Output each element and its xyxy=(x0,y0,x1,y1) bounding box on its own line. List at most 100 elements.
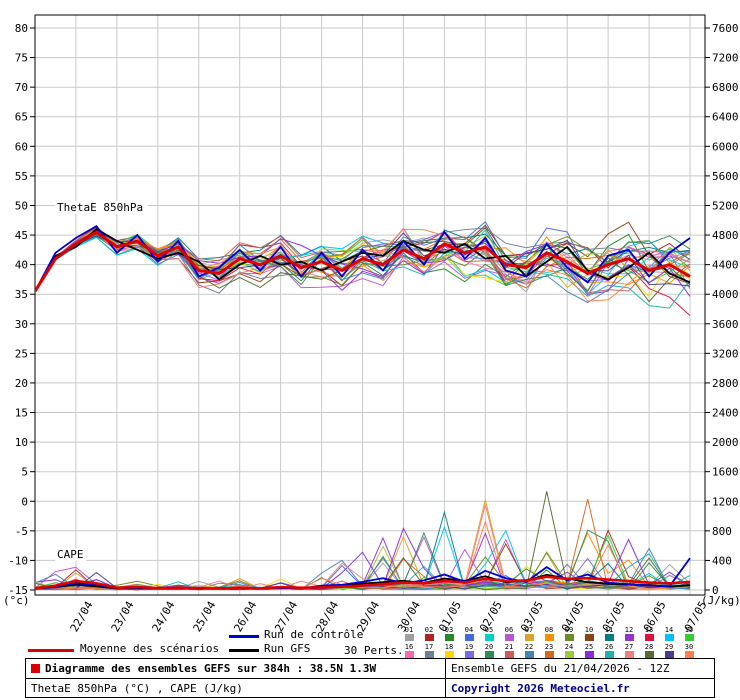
pert-number: 18 xyxy=(444,643,454,651)
pert-color-swatch xyxy=(604,651,614,658)
pert-cell: 25 xyxy=(579,643,599,660)
pert-cell: 16 xyxy=(399,643,419,660)
pert-number: 04 xyxy=(464,626,474,634)
footer-right-box: Ensemble GEFS du 21/04/2026 - 12Z Copyri… xyxy=(445,658,715,698)
pert-color-swatch xyxy=(564,634,574,641)
pert-cell: 15 xyxy=(679,626,699,643)
date-label: 26/04 xyxy=(231,599,259,635)
pert-color-swatch xyxy=(484,651,494,658)
left-tick-label: 60 xyxy=(15,140,28,153)
left-tick-label: 20 xyxy=(15,377,28,390)
left-tick-label: 35 xyxy=(15,288,28,301)
legend-mean-line xyxy=(28,649,74,652)
pert-number: 27 xyxy=(624,643,634,651)
left-tick-label: 15 xyxy=(15,407,28,420)
pert-cell: 11 xyxy=(599,626,619,643)
pert-number: 16 xyxy=(404,643,414,651)
pert-color-swatch xyxy=(524,651,534,658)
legend-gfs-label: Run GFS xyxy=(264,642,311,655)
right-tick-label: 4400 xyxy=(712,259,739,272)
pert-color-swatch xyxy=(624,651,634,658)
pert-cell: 05 xyxy=(479,626,499,643)
right-tick-label: 6400 xyxy=(712,111,739,124)
pert-cell: 19 xyxy=(459,643,479,660)
pert-cell: 29 xyxy=(659,643,679,660)
legend-perts-label: 30 Perts. xyxy=(344,644,404,657)
pert-number: 23 xyxy=(544,643,554,651)
left-tick-label: 0 xyxy=(21,495,28,508)
left-tick-label: -10 xyxy=(8,554,28,567)
plot-border xyxy=(34,14,706,596)
left-axis-unit: (°c) xyxy=(3,594,30,607)
member-thetae-line xyxy=(35,229,691,309)
pert-number: 12 xyxy=(624,626,634,634)
pert-cell: 24 xyxy=(559,643,579,660)
pert-number: 10 xyxy=(584,626,594,634)
pert-color-swatch xyxy=(444,634,454,641)
pert-number: 13 xyxy=(644,626,654,634)
pert-color-swatch xyxy=(604,634,614,641)
gridlines xyxy=(35,15,705,595)
pert-number: 26 xyxy=(604,643,614,651)
run-info: Ensemble GEFS du 21/04/2026 - 12Z xyxy=(451,662,670,675)
date-label: 22/04 xyxy=(68,599,96,635)
right-tick-label: 800 xyxy=(712,525,732,538)
pert-number: 15 xyxy=(684,626,694,634)
pert-number: 29 xyxy=(664,643,674,651)
right-tick-label: 1600 xyxy=(712,466,739,479)
left-tick-label: 25 xyxy=(15,347,28,360)
pert-number: 06 xyxy=(504,626,514,634)
pert-color-swatch xyxy=(484,634,494,641)
pert-color-swatch xyxy=(664,634,674,641)
pert-color-swatch xyxy=(584,634,594,641)
thetae-inner-label: ThetaE 850hPa xyxy=(57,201,143,214)
series-thetae-line xyxy=(35,225,691,292)
series-thetae-line xyxy=(35,230,691,293)
pert-cell: 03 xyxy=(439,626,459,643)
pert-number: 09 xyxy=(564,626,574,634)
right-tick-label: 3200 xyxy=(712,347,739,360)
pert-color-swatch xyxy=(584,651,594,658)
right-tick-label: 2800 xyxy=(712,377,739,390)
pert-color-swatch xyxy=(464,634,474,641)
pert-cell: 20 xyxy=(479,643,499,660)
series-cape-line xyxy=(35,575,691,590)
right-tick-label: 1200 xyxy=(712,495,739,508)
left-tick-label: 45 xyxy=(15,229,28,242)
pert-cell: 08 xyxy=(539,626,559,643)
red-square-bullet-icon xyxy=(31,664,40,673)
left-tick-label: 40 xyxy=(15,259,28,272)
diagram-title: Diagramme des ensembles GEFS sur 384h : … xyxy=(45,662,377,675)
pert-color-swatch xyxy=(404,634,414,641)
right-tick-label: 7200 xyxy=(712,52,739,65)
pert-cell: 30 xyxy=(679,643,699,660)
series-thetae-line xyxy=(35,227,691,292)
pert-cell: 23 xyxy=(539,643,559,660)
pert-number: 28 xyxy=(644,643,654,651)
pert-number: 01 xyxy=(404,626,414,634)
pert-color-swatch xyxy=(644,651,654,658)
cape-inner-label: CAPE xyxy=(57,548,84,561)
right-tick-label: 6800 xyxy=(712,81,739,94)
copyright-link[interactable]: Copyright 2026 Meteociel.fr xyxy=(451,682,630,695)
right-axis-unit: (J/kg) xyxy=(701,594,740,607)
pert-number: 17 xyxy=(424,643,434,651)
member-thetae-line xyxy=(35,227,691,291)
legend-control-label: Run de contrôle xyxy=(264,628,364,641)
pert-color-swatch xyxy=(644,634,654,641)
left-tick-label: 5 xyxy=(21,466,28,479)
pert-cell: 28 xyxy=(639,643,659,660)
pert-cell: 26 xyxy=(599,643,619,660)
left-tick-label: 75 xyxy=(15,52,28,65)
pert-color-swatch xyxy=(544,634,554,641)
right-tick-label: 6000 xyxy=(712,140,739,153)
legend-gfs-line xyxy=(229,649,259,652)
legend-control-line xyxy=(229,635,259,638)
pert-color-swatch xyxy=(684,634,694,641)
pert-cell: 02 xyxy=(419,626,439,643)
pert-cell: 09 xyxy=(559,626,579,643)
pert-number: 03 xyxy=(444,626,454,634)
pert-cell: 04 xyxy=(459,626,479,643)
pert-cell: 06 xyxy=(499,626,519,643)
pert-number: 20 xyxy=(484,643,494,651)
